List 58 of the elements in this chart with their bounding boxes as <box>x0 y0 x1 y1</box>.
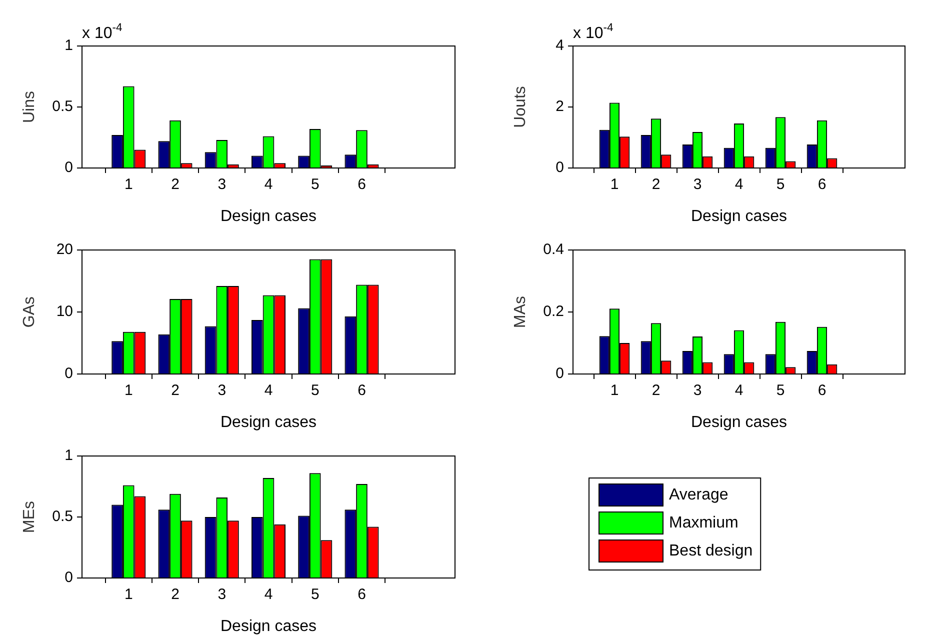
x-axis-title: Design cases <box>220 208 317 225</box>
y-tick-label: 1 <box>64 447 73 464</box>
y-tick-label: 0 <box>64 569 73 586</box>
x-tick-label: 5 <box>310 176 320 194</box>
x-tick-label: 6 <box>818 382 826 400</box>
x-tick-label: 1 <box>124 382 133 400</box>
x-tick-label: 5 <box>310 382 320 400</box>
x-tick-label: 2 <box>171 382 180 400</box>
x-tick-label: 4 <box>734 382 744 400</box>
x-tick-label: 6 <box>358 586 366 604</box>
y-tick-label: 0 <box>556 365 564 382</box>
y-tick-label: 1 <box>64 37 73 54</box>
legend-label: Best design <box>669 542 753 560</box>
y-tick-label: 4 <box>556 37 564 54</box>
x-tick-label: 6 <box>358 382 366 400</box>
y-axis-title: MEs <box>21 501 38 533</box>
x-tick-label: 4 <box>734 176 744 194</box>
y-axis-title: MAs <box>512 296 530 328</box>
x-tick-label: 2 <box>171 586 180 604</box>
x-axis-title: Design cases <box>690 208 788 225</box>
y-axis-title: Uouts <box>512 86 530 128</box>
y-tick-label: 0.4 <box>543 241 564 258</box>
y-axis-title: GAs <box>21 296 38 328</box>
x-tick-label: 6 <box>358 176 366 194</box>
x-axis-title: Design cases <box>220 414 317 431</box>
x-tick-label: 3 <box>218 382 226 400</box>
x-tick-label: 4 <box>264 382 273 400</box>
x-tick-label: 3 <box>218 586 226 604</box>
x-tick-label: 4 <box>264 176 273 194</box>
x-tick-label: 5 <box>310 586 320 604</box>
x-tick-label: 5 <box>776 176 785 194</box>
legend-label: Maxmium <box>669 514 738 532</box>
x-tick-label: 5 <box>776 382 785 400</box>
x-tick-label: 4 <box>264 586 273 604</box>
x-axis-title: Design cases <box>220 618 317 635</box>
x-tick-label: 2 <box>652 176 660 194</box>
y-tick-label: 0 <box>64 159 73 176</box>
x-tick-label: 6 <box>818 176 826 194</box>
y-tick-label: 20 <box>56 241 73 258</box>
y-tick-label: 0 <box>64 365 73 382</box>
y-tick-label: 10 <box>56 303 73 320</box>
y-tick-label: 0 <box>556 159 564 176</box>
x-tick-label: 2 <box>652 382 660 400</box>
x-tick-label: 3 <box>693 382 702 400</box>
y-tick-label: 0.2 <box>543 303 564 320</box>
y-axis-title: Uins <box>21 90 38 124</box>
x-tick-label: 1 <box>124 586 133 604</box>
y-tick-label: 0.5 <box>52 98 73 116</box>
x-axis-title: Design cases <box>690 414 788 431</box>
x-tick-label: 1 <box>610 382 619 400</box>
x-tick-label: 2 <box>171 176 180 194</box>
x-tick-label: 3 <box>693 176 702 194</box>
x-tick-label: 3 <box>218 176 226 194</box>
x-tick-label: 1 <box>610 176 619 194</box>
y-tick-label: 0.5 <box>52 508 73 526</box>
y-tick-label: 2 <box>556 98 564 116</box>
x-tick-label: 1 <box>124 176 133 194</box>
legend-label: Average <box>669 486 728 504</box>
